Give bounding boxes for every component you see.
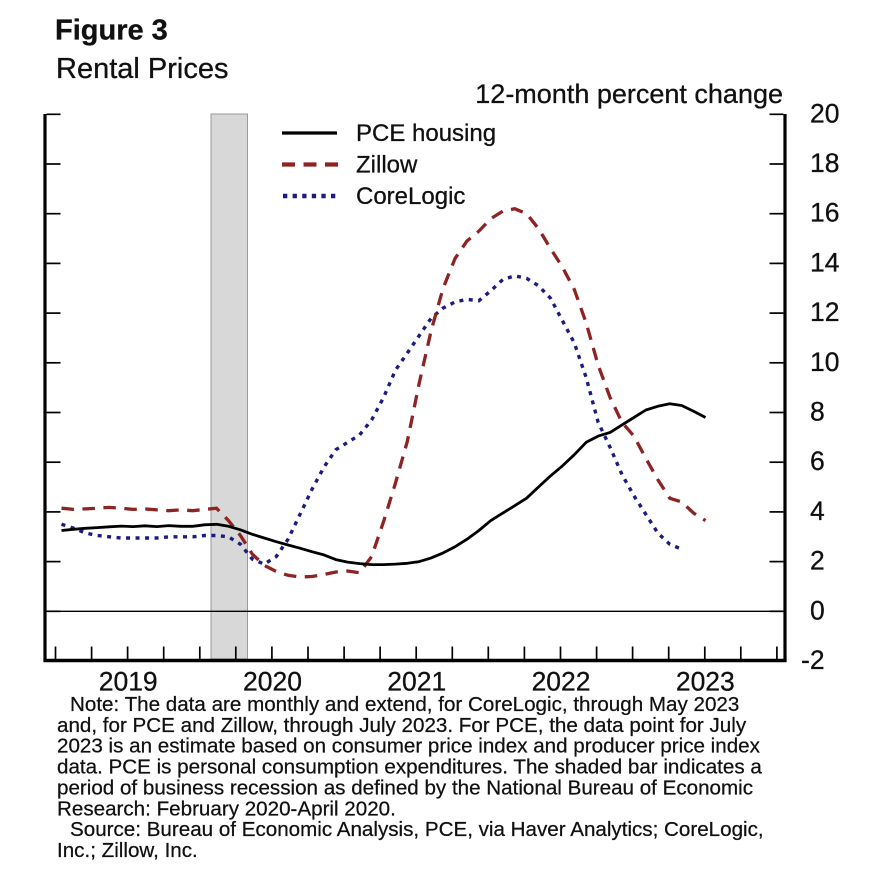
svg-text:Figure 3: Figure 3 xyxy=(55,15,168,47)
svg-text:Research: February 2020-April: Research: February 2020-April 2020. xyxy=(57,797,396,820)
svg-text:2023: 2023 xyxy=(676,667,735,697)
svg-text:2019: 2019 xyxy=(99,667,158,697)
svg-text:2022: 2022 xyxy=(532,667,591,697)
svg-text:6: 6 xyxy=(810,446,825,476)
svg-text:PCE housing: PCE housing xyxy=(356,120,496,147)
svg-text:20: 20 xyxy=(810,98,839,128)
svg-text:12-month percent change: 12-month percent change xyxy=(475,79,783,109)
svg-text:2: 2 xyxy=(810,546,825,576)
svg-text:CoreLogic: CoreLogic xyxy=(356,183,465,210)
svg-text:Zillow: Zillow xyxy=(356,152,418,179)
svg-text:10: 10 xyxy=(810,347,839,377)
svg-text:Source: Bureau of Economic Ana: Source: Bureau of Economic Analysis, PCE… xyxy=(70,818,764,841)
svg-text:-2: -2 xyxy=(801,645,825,675)
svg-text:Inc.; Zillow, Inc.: Inc.; Zillow, Inc. xyxy=(57,839,198,862)
svg-text:14: 14 xyxy=(810,247,839,277)
svg-text:2023 is an estimate based on c: 2023 is an estimate based on consumer pr… xyxy=(57,735,761,758)
svg-text:period of business recession a: period of business recession as defined … xyxy=(57,776,753,799)
svg-text:2021: 2021 xyxy=(387,667,446,697)
svg-text:4: 4 xyxy=(810,496,825,526)
svg-text:0: 0 xyxy=(810,595,825,625)
svg-text:8: 8 xyxy=(810,397,825,427)
svg-text:12: 12 xyxy=(810,297,839,327)
svg-text:and, for PCE and Zillow, throu: and, for PCE and Zillow, through July 20… xyxy=(57,714,747,737)
svg-text:2020: 2020 xyxy=(243,667,302,697)
svg-text:Rental Prices: Rental Prices xyxy=(56,53,228,85)
svg-text:data. PCE is personal consumpt: data. PCE is personal consumption expend… xyxy=(57,756,762,779)
svg-text:16: 16 xyxy=(810,198,839,228)
svg-text:Note: The data are monthly and: Note: The data are monthly and extend, f… xyxy=(70,693,739,716)
svg-text:18: 18 xyxy=(810,148,839,178)
